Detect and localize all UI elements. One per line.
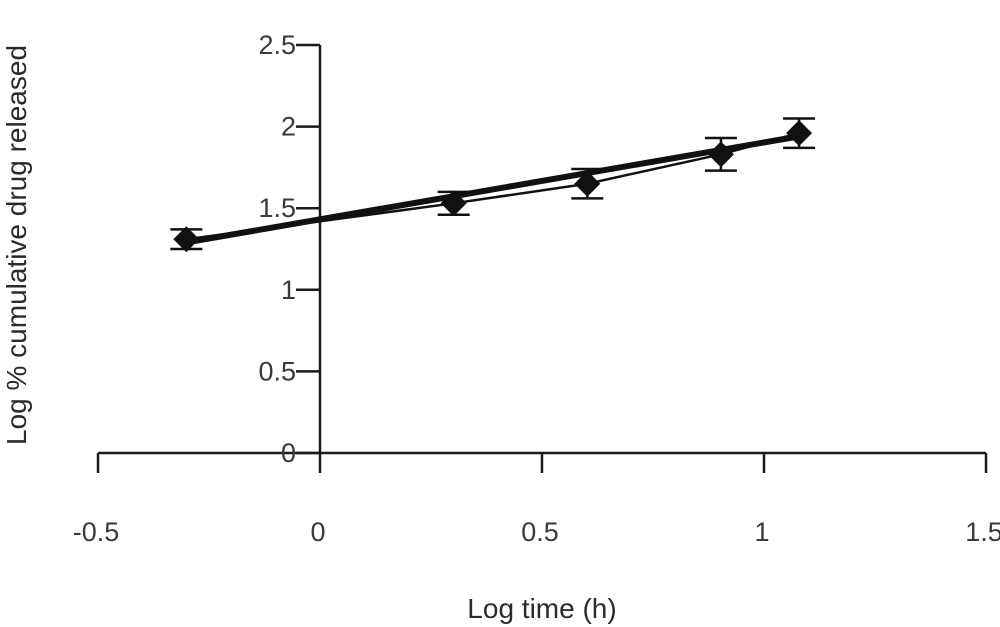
y-axis-title: Log % cumulative drug released — [1, 45, 32, 445]
data-point — [440, 190, 467, 217]
y-tick-label: 2 — [281, 112, 296, 142]
data-point — [786, 120, 813, 147]
x-tick-label: 1.5 — [965, 517, 1000, 547]
x-tick-label: -0.5 — [73, 517, 120, 547]
data-point — [707, 141, 734, 168]
x-axis-title: Log time (h) — [467, 593, 616, 624]
series-lines — [183, 131, 803, 246]
y-tick-label: 1.5 — [258, 193, 296, 223]
y-tick-label: 0 — [281, 438, 296, 468]
x-tick-label: 0.5 — [521, 517, 559, 547]
markers — [173, 120, 813, 253]
y-ticks: 0 0.5 1 1.5 2 2.5 — [258, 30, 320, 468]
y-tick-label: 0.5 — [258, 356, 296, 386]
x-ticks: -0.5 0 0.5 1 1.5 — [73, 453, 1000, 547]
series-line — [186, 131, 800, 241]
data-point — [574, 170, 601, 197]
data-point — [173, 226, 200, 253]
x-tick-label: 1 — [754, 517, 769, 547]
y-tick-label: 2.5 — [258, 30, 296, 60]
axes — [98, 45, 986, 455]
x-tick-label: 0 — [310, 517, 325, 547]
y-tick-label: 1 — [281, 275, 296, 305]
